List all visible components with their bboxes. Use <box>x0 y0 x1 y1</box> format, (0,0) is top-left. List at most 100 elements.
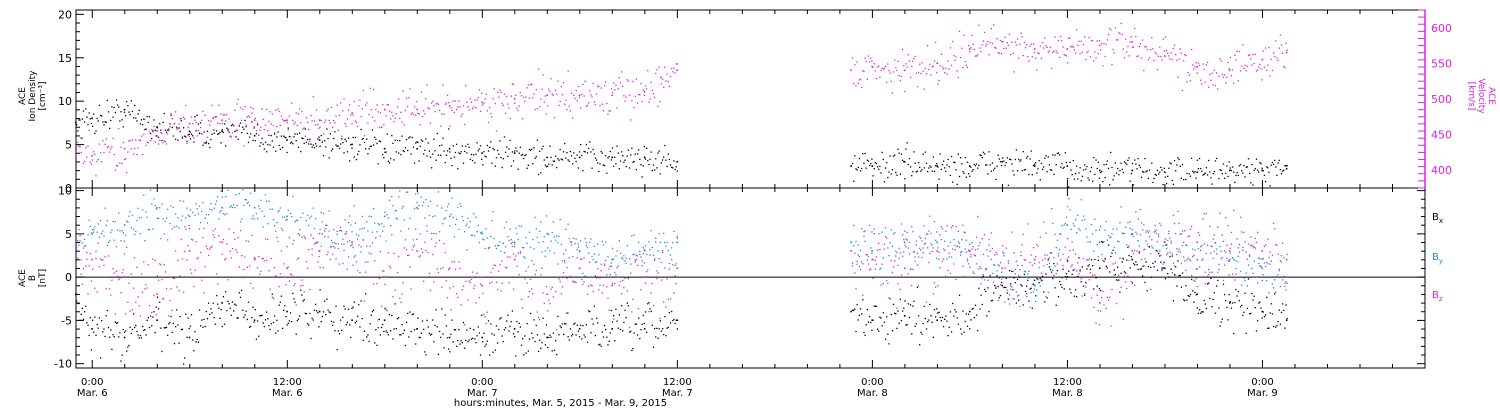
scatter-point <box>134 104 136 107</box>
scatter-point <box>264 194 267 196</box>
scatter-point <box>1076 231 1078 234</box>
scatter-point <box>631 235 633 237</box>
scatter-point <box>338 147 341 150</box>
scatter-point <box>949 241 952 243</box>
scatter-point <box>617 327 619 329</box>
scatter-point <box>652 254 655 257</box>
scatter-point <box>284 305 286 307</box>
scatter-point <box>207 214 210 216</box>
scatter-point <box>421 115 424 118</box>
scatter-point <box>575 238 577 240</box>
scatter-point <box>929 215 931 217</box>
scatter-point <box>459 106 461 108</box>
scatter-point <box>510 320 512 323</box>
scatter-point <box>1284 285 1286 287</box>
scatter-point <box>1217 226 1219 228</box>
scatter-point <box>953 161 955 163</box>
scatter-point <box>954 248 956 251</box>
scatter-point <box>86 251 88 254</box>
scatter-point <box>375 138 377 140</box>
scatter-point <box>130 332 132 335</box>
scatter-point <box>371 242 374 244</box>
scatter-point <box>895 171 897 174</box>
scatter-point <box>945 275 947 278</box>
scatter-point <box>1188 235 1190 237</box>
scatter-point <box>866 159 869 161</box>
scatter-point <box>449 225 451 227</box>
scatter-point <box>206 222 209 224</box>
scatter-point <box>297 257 300 259</box>
scatter-point <box>946 73 948 75</box>
scatter-point <box>214 323 217 325</box>
scatter-point <box>217 133 219 136</box>
scatter-point <box>921 240 923 242</box>
scatter-point <box>139 232 142 235</box>
scatter-point <box>1035 256 1037 258</box>
scatter-point <box>641 323 643 325</box>
data-point <box>578 328 581 330</box>
scatter-point <box>387 252 390 254</box>
scatter-point <box>122 269 124 271</box>
data-point <box>643 90 646 93</box>
scatter-point <box>556 235 558 237</box>
scatter-point <box>256 320 259 322</box>
scatter-point <box>572 333 574 336</box>
scatter-point <box>1269 185 1271 187</box>
scatter-point <box>495 281 498 284</box>
scatter-point <box>1153 59 1155 62</box>
scatter-point <box>162 298 164 300</box>
scatter-point <box>961 251 963 253</box>
scatter-point <box>594 104 597 106</box>
scatter-point <box>560 293 562 295</box>
scatter-point <box>1267 263 1269 265</box>
scatter-point <box>1258 171 1260 173</box>
scatter-point <box>980 154 982 157</box>
scatter-point <box>435 309 437 311</box>
scatter-point <box>1206 283 1209 285</box>
scatter-point <box>334 242 336 244</box>
scatter-point <box>561 286 564 288</box>
scatter-point <box>420 91 423 93</box>
data-point <box>513 152 516 154</box>
scatter-point <box>1015 260 1018 262</box>
scatter-point <box>1061 39 1063 42</box>
scatter-point <box>96 291 98 293</box>
scatter-point <box>895 312 897 315</box>
scatter-point <box>1102 180 1104 183</box>
scatter-point <box>884 65 887 68</box>
scatter-point <box>1019 305 1021 308</box>
scatter-point <box>482 292 484 295</box>
scatter-point <box>533 93 535 95</box>
scatter-point <box>163 327 165 329</box>
scatter-point <box>423 328 425 331</box>
scatter-point <box>400 111 402 114</box>
scatter-point <box>1045 273 1047 275</box>
scatter-point <box>929 63 931 65</box>
scatter-point <box>961 163 963 165</box>
scatter-point <box>1107 167 1110 170</box>
scatter-point <box>990 232 993 234</box>
scatter-point <box>1212 238 1214 240</box>
scatter-point <box>443 347 445 349</box>
scatter-point <box>1115 302 1118 305</box>
scatter-point <box>430 102 433 104</box>
scatter-point <box>531 259 533 262</box>
data-point <box>968 310 971 313</box>
scatter-point <box>1008 303 1011 305</box>
scatter-point <box>1220 169 1222 172</box>
scatter-point <box>78 228 80 231</box>
scatter-point <box>857 166 859 169</box>
scatter-point <box>674 322 676 325</box>
scatter-point <box>1093 250 1095 252</box>
scatter-point <box>1219 325 1221 327</box>
scatter-point <box>625 257 627 259</box>
scatter-point <box>1118 174 1120 176</box>
scatter-point <box>1018 299 1020 301</box>
scatter-point <box>286 218 288 221</box>
scatter-point <box>1238 243 1241 246</box>
scatter-point <box>258 134 260 136</box>
scatter-point <box>865 60 867 63</box>
data-point <box>481 232 483 235</box>
scatter-point <box>544 250 547 252</box>
